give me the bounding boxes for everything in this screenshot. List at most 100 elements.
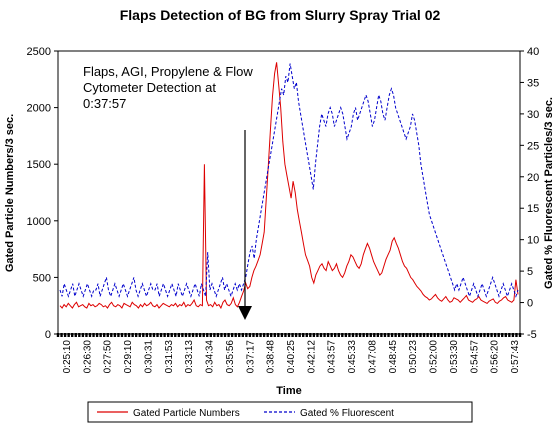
x-tick-label: 0:42:12 [306, 340, 317, 374]
x-minor-tick [209, 333, 213, 337]
x-minor-tick [309, 333, 312, 337]
annotation-line-1: Flaps, AGI, Propylene & Flow [83, 64, 253, 79]
x-minor-tick [223, 333, 227, 337]
y-right-tick-label: -5 [527, 329, 537, 341]
x-tick-label: 0:56:20 [490, 340, 501, 374]
x-minor-tick [426, 333, 429, 337]
y-right-tick-label: 15 [527, 203, 539, 215]
series-layer [59, 62, 519, 310]
x-axis-label: Time [276, 385, 301, 397]
x-minor-tick [348, 333, 351, 337]
y-axis-left-label: Gated Particle Numbers/3 sec. [4, 114, 16, 272]
x-minor-tick [387, 333, 390, 337]
x-minor-tick [323, 333, 326, 337]
x-minor-tick [337, 333, 340, 337]
y-left-tick-label: 500 [33, 272, 51, 284]
y-left-tick-label: 1500 [27, 159, 51, 171]
x-minor-tick [60, 333, 63, 337]
x-minor-tick [131, 333, 134, 337]
x-tick-label: 0:50:23 [408, 340, 419, 374]
x-minor-tick [99, 333, 102, 337]
x-minor-tick [252, 333, 255, 337]
x-minor-tick [142, 333, 145, 337]
x-minor-tick [270, 333, 273, 337]
x-minor-tick [469, 333, 472, 337]
x-minor-tick [312, 333, 316, 337]
x-minor-tick [181, 333, 184, 337]
x-minor-tick [92, 333, 95, 337]
x-minor-tick [287, 333, 291, 337]
x-minor-tick [145, 333, 149, 337]
x-tick-label: 0:27:50 [103, 340, 114, 374]
x-minor-tick [515, 333, 518, 337]
x-minor-tick [465, 333, 468, 337]
x-minor-tick [152, 333, 156, 337]
x-minor-tick [458, 333, 461, 337]
x-minor-tick [284, 333, 287, 337]
x-tick-label: 0:30:31 [143, 340, 154, 374]
x-minor-tick [177, 333, 181, 337]
x-tick-label: 0:52:00 [429, 340, 440, 374]
x-minor-tick [369, 333, 372, 337]
x-minor-tick [174, 333, 177, 337]
x-minor-tick [241, 333, 244, 337]
x-minor-tick [422, 333, 426, 337]
x-minor-tick [74, 333, 77, 337]
legend-label-particle-numbers: Gated Particle Numbers [133, 408, 240, 419]
x-minor-tick [373, 333, 376, 337]
x-minor-tick [298, 333, 301, 337]
x-minor-tick [206, 333, 209, 337]
x-minor-tick [358, 333, 362, 337]
x-minor-tick [63, 333, 67, 337]
x-minor-tick [501, 333, 504, 337]
annotation-line-3: 0:37:57 [83, 96, 126, 111]
y-right-tick-label: 35 [527, 77, 539, 89]
x-minor-tick [394, 333, 397, 337]
x-minor-tick [479, 333, 483, 337]
x-minor-tick [113, 333, 117, 337]
y-left-tick-label: 1000 [27, 216, 51, 228]
x-tick-label: 0:25:10 [62, 340, 73, 374]
x-minor-tick [380, 333, 383, 337]
y-right-tick-label: 5 [527, 266, 533, 278]
x-minor-tick [461, 333, 465, 337]
x-minor-tick [383, 333, 387, 337]
x-tick-label: 0:35:56 [225, 340, 236, 374]
y-left-tick-label: 0 [45, 329, 51, 341]
x-minor-tick [334, 333, 337, 337]
x-minor-tick [227, 333, 230, 337]
x-minor-tick [230, 333, 234, 337]
x-tick-label: 0:37:17 [245, 340, 256, 374]
x-minor-tick [188, 333, 191, 337]
x-minor-tick [234, 333, 237, 337]
x-minor-tick [138, 333, 141, 337]
x-minor-tick [319, 333, 323, 337]
x-minor-tick [351, 333, 355, 337]
x-minor-tick [433, 333, 436, 337]
x-minor-tick [291, 333, 294, 337]
x-minor-tick [184, 333, 188, 337]
x-tick-label: 0:31:53 [164, 340, 175, 374]
annotation-line-2: Cytometer Detection at [83, 80, 216, 95]
x-minor-tick [213, 333, 216, 337]
x-minor-tick [163, 333, 166, 337]
x-minor-tick [280, 333, 284, 337]
x-minor-tick [511, 333, 515, 337]
series-line-particle-numbers [59, 62, 519, 310]
x-minor-tick [376, 333, 380, 337]
x-minor-tick [195, 333, 198, 337]
x-minor-tick [419, 333, 422, 337]
x-minor-tick [341, 333, 344, 337]
x-minor-tick [447, 333, 451, 337]
x-tick-label: 0:34:34 [205, 340, 216, 374]
x-tick-label: 0:29:10 [123, 340, 134, 374]
y-right-tick-label: 0 [527, 298, 533, 310]
x-minor-tick [159, 333, 163, 337]
legend: Gated Particle Numbers Gated % Fluoresce… [87, 401, 473, 423]
x-minor-tick [508, 333, 511, 337]
x-minor-tick [273, 333, 276, 337]
x-minor-tick [259, 333, 262, 337]
x-minor-tick [248, 333, 252, 337]
x-minor-tick [67, 333, 70, 337]
x-minor-tick [440, 333, 444, 337]
